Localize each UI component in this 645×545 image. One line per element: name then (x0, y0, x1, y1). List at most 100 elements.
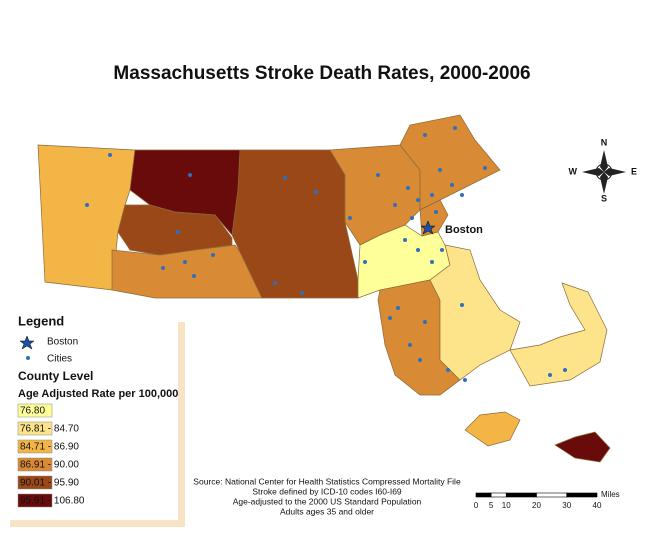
city (460, 193, 464, 197)
source-line: Stroke defined by ICD-10 codes I60-I69 (252, 486, 402, 496)
city (483, 166, 487, 170)
city (283, 176, 287, 180)
source-note: Source: National Center for Health Stati… (193, 476, 461, 516)
city (108, 153, 112, 157)
city (211, 253, 215, 257)
city (430, 260, 434, 264)
city (363, 260, 367, 264)
source-line: Age-adjusted to the 2000 US Standard Pop… (233, 496, 422, 506)
compass: N E S W (569, 137, 638, 203)
city (453, 126, 457, 130)
city (563, 368, 567, 372)
county (111, 244, 263, 299)
compass-w: W (569, 166, 578, 176)
city (403, 238, 407, 242)
scale-bar: 0 5 10 20 30 40 Miles (474, 490, 620, 510)
legend-item: Boston (47, 337, 78, 348)
legend-swatch (17, 475, 53, 490)
city (273, 281, 277, 285)
source-line: Adults ages 35 and older (280, 506, 374, 516)
city (423, 133, 427, 137)
city (406, 186, 410, 190)
scale-segment (566, 492, 598, 498)
scale-segment (475, 492, 492, 498)
source-line: Source: National Center for Health Stati… (193, 476, 461, 486)
legend-swatch (17, 439, 53, 454)
city (314, 190, 318, 194)
city (408, 343, 412, 347)
scale-tick-label: 40 (593, 501, 602, 510)
city (438, 168, 442, 172)
scale-unit: Miles (601, 490, 620, 499)
county (554, 431, 611, 463)
city (416, 248, 420, 252)
county (509, 282, 608, 387)
county (464, 411, 521, 447)
city (416, 198, 420, 202)
scale-segment (505, 492, 537, 498)
city (388, 316, 392, 320)
county (399, 114, 501, 211)
scale-tick-label: 0 (474, 501, 479, 510)
legend-title: Legend (18, 313, 64, 328)
city (85, 203, 89, 207)
legend-swatch (17, 457, 53, 472)
compass-n: N (601, 137, 608, 147)
county (429, 244, 521, 381)
compass-e: E (631, 166, 637, 176)
compass-arrow (582, 168, 604, 176)
city (192, 274, 196, 278)
compass-s: S (601, 193, 607, 203)
city (460, 303, 464, 307)
scale-segment (536, 492, 568, 498)
county (117, 204, 233, 256)
scale-tick-label: 5 (489, 501, 494, 510)
city (376, 173, 380, 177)
compass-arrow (604, 168, 626, 176)
legend-swatch (17, 493, 53, 508)
scale-segment (490, 492, 507, 498)
legend-class-label: 76.81 - 84.70 (20, 424, 79, 435)
city (183, 260, 187, 264)
legend-class-label: 95.91 - 106.80 (20, 496, 85, 507)
legend-item: Cities (47, 354, 72, 365)
legend-swatch (17, 421, 53, 436)
city (410, 216, 414, 220)
legend-class-label: 76.80 (20, 406, 45, 417)
legend: Legend Boston Cities County Level Age Ad… (10, 313, 185, 527)
scale-tick-label: 20 (532, 501, 541, 510)
city (434, 210, 438, 214)
city (446, 368, 450, 372)
city (430, 193, 434, 197)
legend-subtitle: Age Adjusted Rate per 100,000 (18, 388, 178, 400)
legend-star (19, 335, 35, 350)
legend-dot (26, 356, 30, 360)
city (176, 230, 180, 234)
city (188, 173, 192, 177)
legend-classes: 76.80 76.81 - 84.70 84.71 - 86.90 86.91 - 9… (17, 403, 85, 508)
city (300, 291, 304, 295)
legend-section: County Level (18, 369, 93, 383)
title: Massachusetts Stroke Death Rates, 2000-2… (113, 63, 530, 84)
city (423, 320, 427, 324)
city (548, 373, 552, 377)
city (463, 378, 467, 382)
compass-ring (595, 163, 613, 181)
city (348, 216, 352, 220)
legend-class-label: 84.71 - 86.90 (20, 442, 79, 453)
city (393, 203, 397, 207)
legend-class-label: 86.91 - 90.00 (20, 460, 79, 471)
cities (85, 126, 567, 382)
legend-frame (10, 520, 185, 527)
city (161, 266, 165, 270)
scale-tick-label: 30 (562, 501, 571, 510)
scale-tick-label: 10 (502, 501, 511, 510)
city (440, 248, 444, 252)
legend-class-label: 90.01 - 95.90 (20, 478, 79, 489)
compass-arrow (600, 150, 608, 172)
legend-swatch (17, 403, 53, 418)
boston-star (420, 220, 436, 235)
compass-arrow (600, 172, 608, 194)
